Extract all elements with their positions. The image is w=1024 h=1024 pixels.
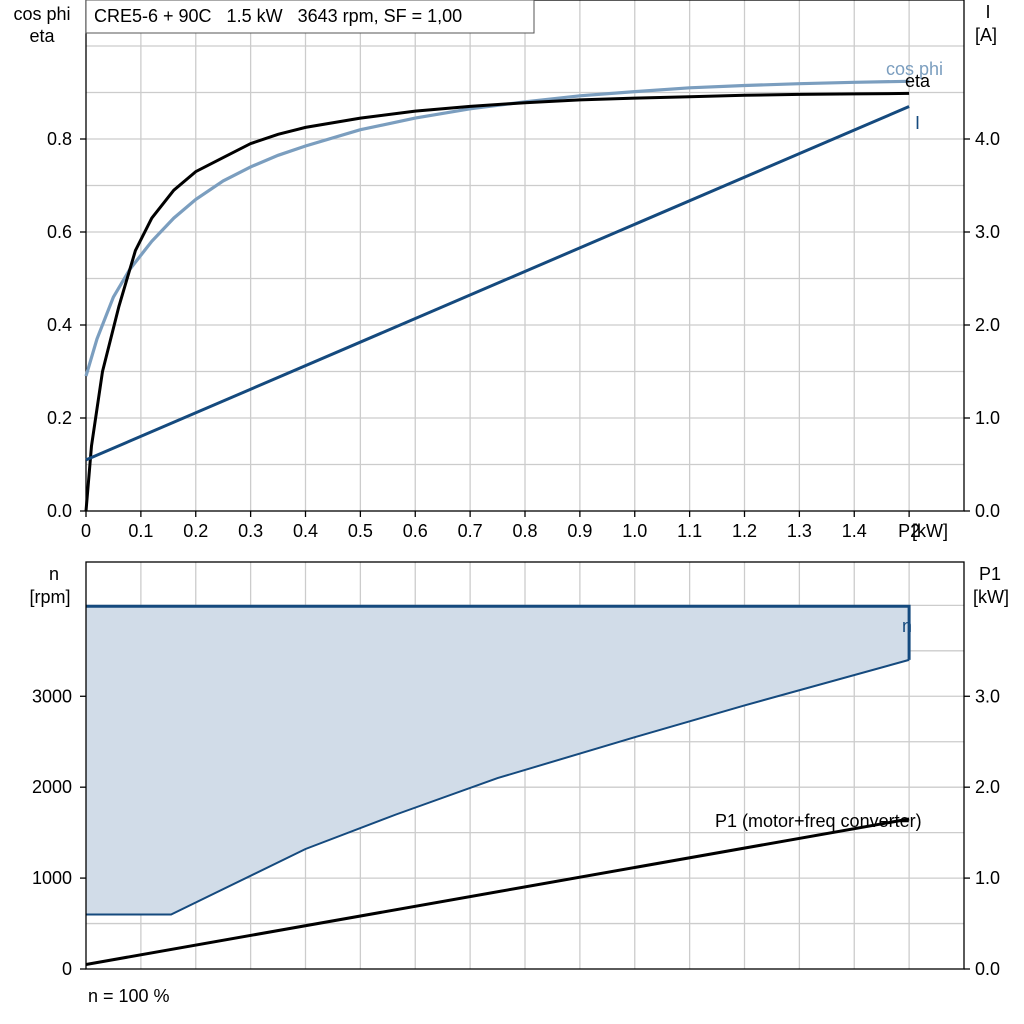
left-tick-label: 0.0 — [47, 501, 72, 521]
top-x-axis-unit: [kW] — [912, 521, 948, 541]
current-series-label: I — [915, 113, 920, 133]
top-panel: cos phi eta I 0 0.1 0.2 0.3 0.4 0.5 0.6 0.7 0.8 0… — [13, 0, 1000, 541]
x-tick-label: 0.2 — [183, 521, 208, 541]
left-tick-label: 1000 — [32, 868, 72, 888]
speed-percent-note: n = 100 % — [88, 986, 170, 1006]
right-tick-label: 4.0 — [975, 129, 1000, 149]
x-tick-label: P2 — [898, 521, 920, 541]
cosphi-series-label: cos phi — [886, 59, 943, 79]
x-tick-label: 0 — [81, 521, 91, 541]
cosphi-series-line — [84, 79, 910, 377]
x-tick-label: 0.3 — [238, 521, 263, 541]
left-tick-label: 0.8 — [47, 129, 72, 149]
left-tick-label: 2000 — [32, 777, 72, 797]
current-series-line — [85, 105, 910, 462]
top-right-axis-label-2: [A] — [975, 25, 997, 45]
right-tick-label: 2.0 — [975, 777, 1000, 797]
right-tick-label: 0.0 — [975, 959, 1000, 979]
top-left-tick-labels: 0.0 0.2 0.4 0.6 0.8 — [47, 129, 86, 521]
left-tick-label: 0 — [62, 959, 72, 979]
right-tick-label: 2.0 — [975, 315, 1000, 335]
x-tick-label: 1.2 — [732, 521, 757, 541]
x-tick-label: 0.6 — [403, 521, 428, 541]
top-gridlines — [86, 0, 964, 511]
right-tick-label: 3.0 — [975, 686, 1000, 706]
x-tick-label: 0.8 — [512, 521, 537, 541]
bottom-right-axis-label-2: [kW] — [973, 587, 1009, 607]
top-right-axis-label-1: I — [985, 2, 990, 22]
eta-series-line — [84, 91, 910, 512]
bottom-panel: n P1 (motor+freq converter) 0 1000 2000 300… — [29, 561, 1009, 1006]
top-left-axis-label-2: eta — [29, 26, 55, 46]
left-tick-label: 0.2 — [47, 408, 72, 428]
speed-range-area — [86, 606, 910, 915]
speed-series-label: n — [902, 616, 912, 636]
chart-title: CRE5-6 + 90C 1.5 kW 3643 rpm, SF = 1,00 — [94, 6, 462, 26]
eta-series-label: eta — [905, 71, 931, 91]
right-tick-label: 0.0 — [975, 501, 1000, 521]
x-tick-label: 0.1 — [128, 521, 153, 541]
top-x-tick-labels: 0 0.1 0.2 0.3 0.4 0.5 0.6 0.7 0.8 0.9 1.0 1.1 1.2 1.3… — [81, 511, 920, 541]
x-tick-label: 0.4 — [293, 521, 318, 541]
left-tick-label: 0.4 — [47, 315, 72, 335]
x-tick-label: 0.9 — [567, 521, 592, 541]
x-tick-label: 0.5 — [348, 521, 373, 541]
left-tick-label: 0.6 — [47, 222, 72, 242]
left-tick-label: 3000 — [32, 686, 72, 706]
x-tick-label: 1.0 — [622, 521, 647, 541]
bottom-left-tick-labels: 0 1000 2000 3000 — [32, 686, 86, 979]
bottom-left-axis-label-2: [rpm] — [29, 587, 70, 607]
right-tick-label: 1.0 — [975, 868, 1000, 888]
x-tick-label: 0.7 — [458, 521, 483, 541]
top-right-tick-labels: 0.0 1.0 2.0 3.0 4.0 — [964, 129, 1000, 521]
bottom-right-tick-labels: 0.0 1.0 2.0 3.0 — [964, 686, 1000, 979]
p1-series-label: P1 (motor+freq converter) — [715, 811, 922, 831]
right-tick-label: 1.0 — [975, 408, 1000, 428]
bottom-plot-frame — [85, 561, 965, 970]
x-tick-label: 1.3 — [787, 521, 812, 541]
p1-series-line — [85, 817, 910, 966]
x-tick-label: 1.1 — [677, 521, 702, 541]
title-box — [85, 0, 535, 34]
min-speed-line — [86, 658, 910, 916]
bottom-right-axis-label-1: P1 — [979, 564, 1001, 584]
x-tick-label: 1.4 — [842, 521, 867, 541]
top-left-axis-label-1: cos phi — [13, 4, 70, 24]
bottom-left-axis-label-1: n — [49, 564, 59, 584]
right-tick-label: 3.0 — [975, 222, 1000, 242]
speed-series-line — [86, 604, 911, 660]
